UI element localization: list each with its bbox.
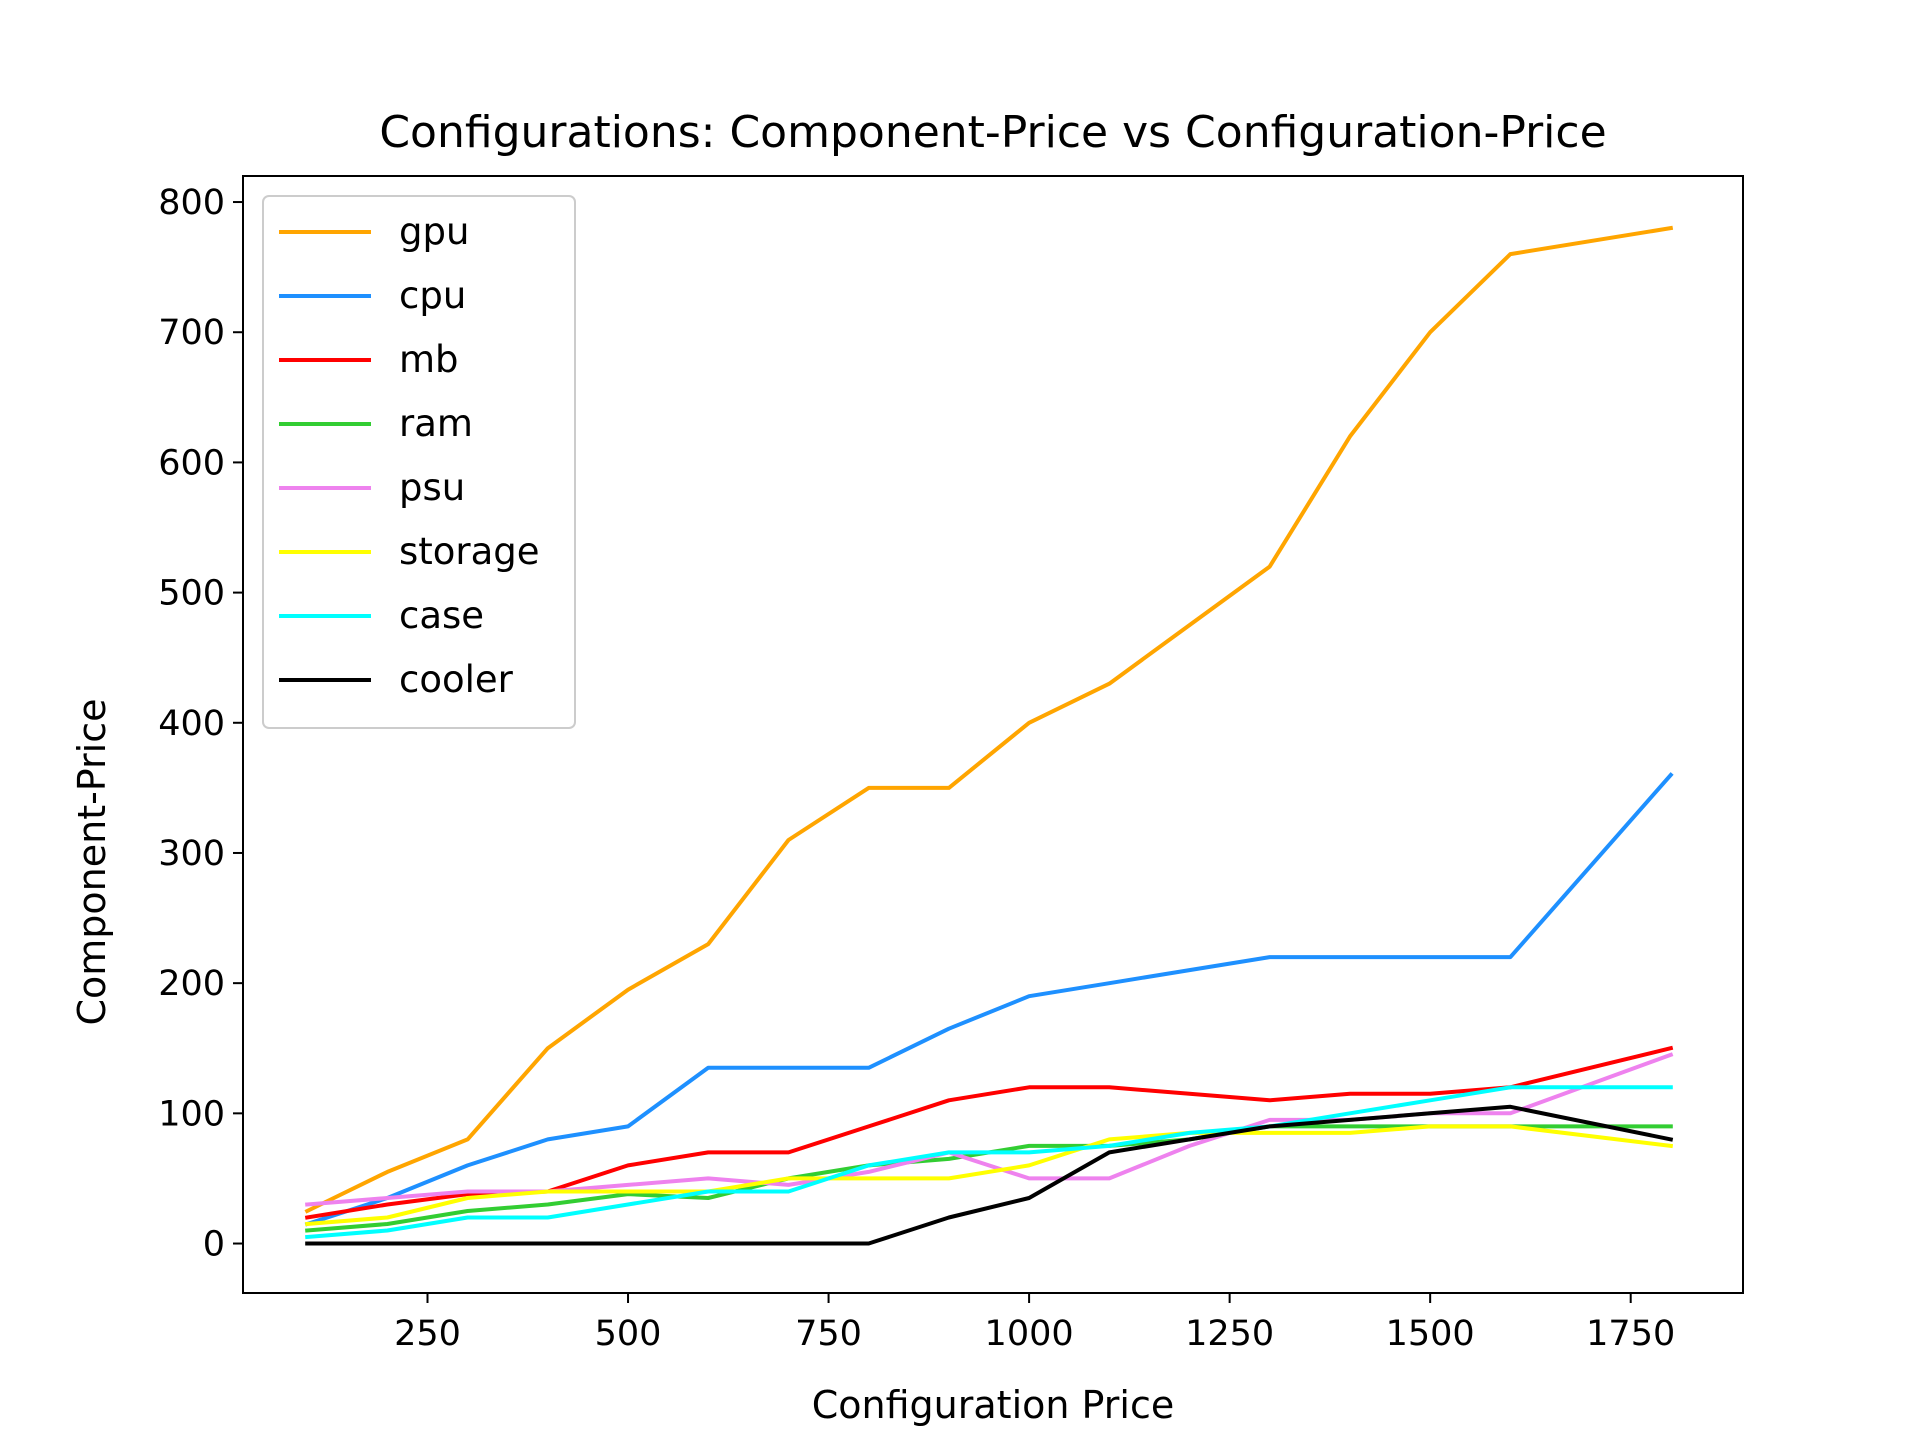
chart-title: Configurations: Component-Price vs Confi… <box>379 107 1606 158</box>
series-line-storage <box>305 1124 1674 1227</box>
y-axis: 0 100 200 300 400 500 600 700 800 <box>158 183 243 1265</box>
series-line-ram <box>305 1124 1673 1233</box>
y-tick-label: 700 <box>158 313 225 353</box>
legend: gpu cpu mb ram psu storage case cooler <box>262 195 576 729</box>
legend-label-case: case <box>399 594 484 637</box>
legend-label-cpu: cpu <box>399 274 466 317</box>
series-lines <box>304 225 1674 1246</box>
x-tick-label: 1250 <box>1185 1314 1274 1354</box>
y-tick-label: 500 <box>158 574 225 614</box>
x-tick-label: 500 <box>595 1314 662 1354</box>
legend-label-cooler: cooler <box>399 658 514 701</box>
legend-label-mb: mb <box>399 338 459 381</box>
legend-label-ram: ram <box>399 402 473 445</box>
y-tick-label: 600 <box>158 443 225 483</box>
y-tick-label: 0 <box>203 1225 225 1265</box>
series-line-cooler <box>305 1104 1674 1246</box>
legend-label-storage: storage <box>399 530 540 573</box>
y-tick-label: 400 <box>158 704 225 744</box>
y-axis-label: Component-Price <box>70 698 114 1025</box>
series-line-cpu <box>304 772 1674 1227</box>
x-tick-label: 1500 <box>1386 1314 1475 1354</box>
x-tick-label: 750 <box>795 1314 862 1354</box>
y-tick-label: 100 <box>158 1094 225 1134</box>
legend-label-gpu: gpu <box>399 210 469 253</box>
x-axis-label: Configuration Price <box>812 1383 1174 1427</box>
x-axis: 250 500 750 1000 1250 1500 1750 <box>394 1293 1675 1354</box>
series-line-gpu <box>304 225 1674 1214</box>
legend-box <box>262 195 576 729</box>
series-line-case <box>305 1085 1673 1240</box>
y-tick-label: 200 <box>158 964 225 1004</box>
x-tick-label: 1000 <box>985 1314 1074 1354</box>
x-tick-label: 1750 <box>1586 1314 1675 1354</box>
y-tick-label: 800 <box>158 183 225 223</box>
legend-label-psu: psu <box>399 466 465 509</box>
plot-frame <box>242 175 1744 1294</box>
y-tick-label: 300 <box>158 834 225 874</box>
x-tick-label: 250 <box>394 1314 461 1354</box>
